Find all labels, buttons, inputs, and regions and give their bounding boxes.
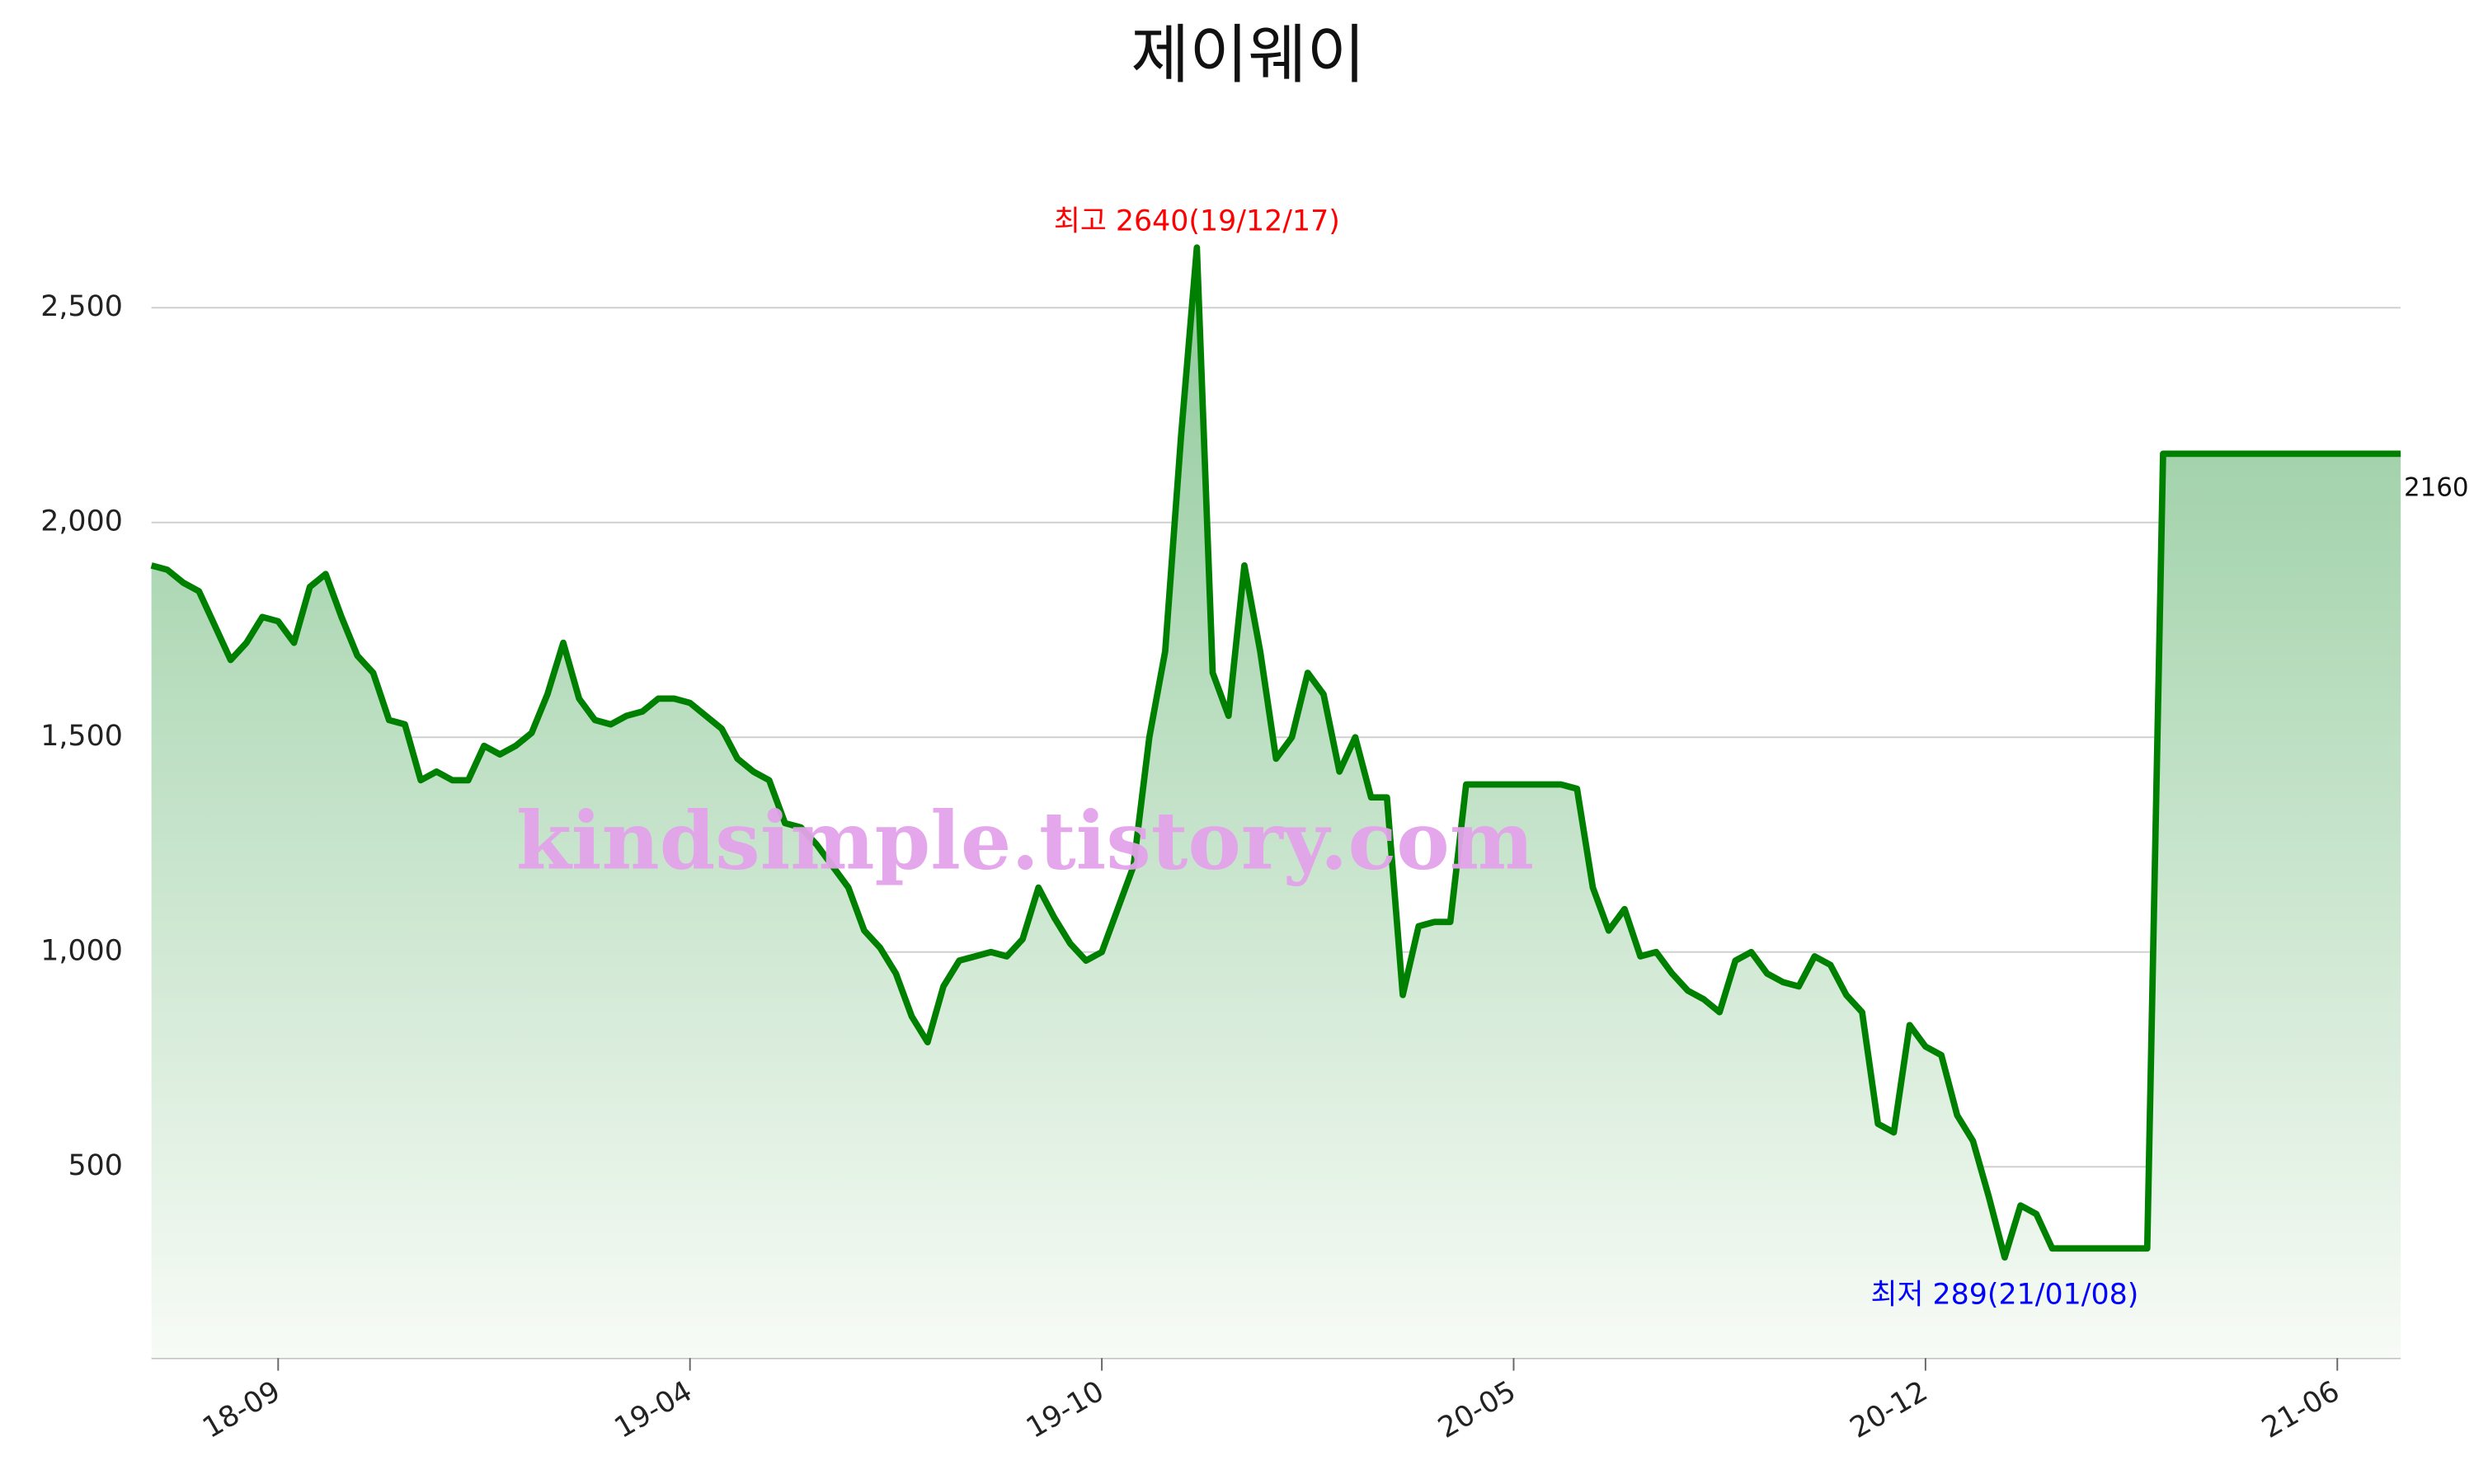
x-tick-label: 19-10 <box>1021 1375 1110 1445</box>
x-tick-label: 20-05 <box>1432 1375 1522 1445</box>
y-tick-label: 2,500 <box>40 290 123 323</box>
last-value-label: 2160 <box>2404 472 2469 502</box>
chart-title: 제이웨이 <box>1131 18 1365 92</box>
watermark: kindsimple.tistory.com <box>516 794 1534 888</box>
price-line <box>150 244 2401 1261</box>
x-tick-label: 21-06 <box>2256 1375 2345 1445</box>
y-tick-label: 500 <box>68 1149 122 1182</box>
annotation: 최저 289(21/01/08) <box>1870 1279 2138 1312</box>
x-tick-label: 18-09 <box>197 1375 286 1445</box>
y-tick-label: 1,000 <box>40 935 123 968</box>
x-tick-label: 20-12 <box>1845 1375 1934 1445</box>
y-tick-label: 1,500 <box>40 720 123 753</box>
y-tick-label: 2,000 <box>40 505 123 538</box>
annotation: 최고 2640(19/12/17) <box>1054 204 1340 237</box>
x-tick-label: 19-04 <box>609 1375 698 1445</box>
area-fill <box>151 247 2401 1359</box>
